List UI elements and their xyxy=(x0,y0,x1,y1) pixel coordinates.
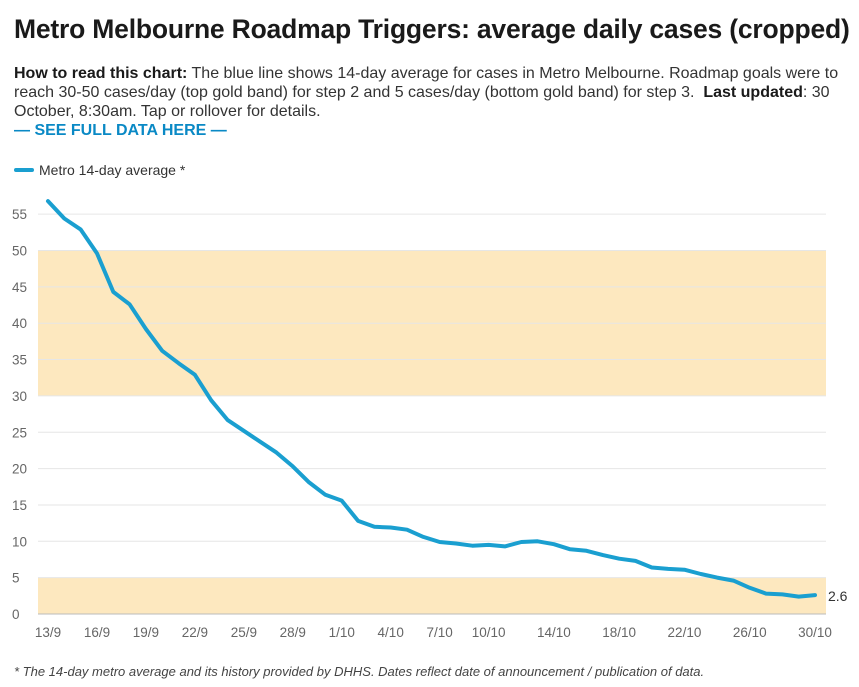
y-tick-label-40: 40 xyxy=(12,316,27,331)
data-point-39[interactable] xyxy=(680,566,688,574)
data-point-41[interactable] xyxy=(713,574,721,582)
footnote: * The 14-day metro average and its histo… xyxy=(14,664,705,679)
data-point-27[interactable] xyxy=(485,541,493,549)
data-point-16[interactable] xyxy=(305,478,313,486)
data-point-25[interactable] xyxy=(452,539,460,547)
data-point-4[interactable] xyxy=(109,288,117,296)
data-point-31[interactable] xyxy=(550,540,558,548)
chart-title: Metro Melbourne Roadmap Triggers: averag… xyxy=(14,14,850,44)
x-tick-label-28-9: 28/9 xyxy=(280,625,306,640)
data-point-18[interactable] xyxy=(338,497,346,505)
data-point-37[interactable] xyxy=(648,563,656,571)
x-tick-label-13-9: 13/9 xyxy=(35,625,61,640)
x-tick-label-18-10: 18/10 xyxy=(602,625,636,640)
data-point-17[interactable] xyxy=(321,491,329,499)
y-tick-label-15: 15 xyxy=(12,498,27,513)
data-point-29[interactable] xyxy=(517,538,525,546)
data-point-33[interactable] xyxy=(583,547,591,555)
x-tick-label-25-9: 25/9 xyxy=(231,625,257,640)
data-point-38[interactable] xyxy=(664,565,672,573)
data-point-34[interactable] xyxy=(599,551,607,559)
data-point-9[interactable] xyxy=(191,371,199,379)
see-full-data-link[interactable]: — SEE FULL DATA HERE — xyxy=(14,122,227,139)
goal-band-2 xyxy=(38,577,826,614)
x-tick-label-4-10: 4/10 xyxy=(378,625,404,640)
data-point-47[interactable] xyxy=(811,591,819,599)
data-point-22[interactable] xyxy=(403,526,411,534)
data-point-2[interactable] xyxy=(77,225,85,233)
legend-label-metro-average: Metro 14-day average * xyxy=(39,162,186,178)
x-tick-label-7-10: 7/10 xyxy=(427,625,453,640)
data-point-30[interactable] xyxy=(534,537,542,545)
y-tick-label-50: 50 xyxy=(12,244,27,259)
end-value-label: 2.6 xyxy=(828,588,848,604)
data-point-35[interactable] xyxy=(615,555,623,563)
data-point-20[interactable] xyxy=(370,523,378,531)
data-point-28[interactable] xyxy=(501,542,509,550)
y-tick-label-0: 0 xyxy=(12,607,20,622)
data-point-42[interactable] xyxy=(729,577,737,585)
data-point-1[interactable] xyxy=(60,215,68,223)
last-updated-text: : 30 October, 8:30am. Tap or rollover fo… xyxy=(14,84,830,120)
y-tick-label-55: 55 xyxy=(12,207,27,222)
y-tick-label-25: 25 xyxy=(12,425,27,440)
how-to-read-text: The blue line shows 14-day average for c… xyxy=(14,65,839,101)
x-tick-label-26-10: 26/10 xyxy=(733,625,767,640)
x-tick-label-30-10: 30/10 xyxy=(798,625,832,640)
x-tick-label-16-9: 16/9 xyxy=(84,625,110,640)
data-point-23[interactable] xyxy=(419,533,427,541)
x-tick-label-19-9: 19/9 xyxy=(133,625,159,640)
data-point-43[interactable] xyxy=(746,584,754,592)
data-point-7[interactable] xyxy=(158,347,166,355)
data-point-0[interactable] xyxy=(44,197,52,205)
data-point-14[interactable] xyxy=(272,449,280,457)
data-point-24[interactable] xyxy=(436,538,444,546)
x-tick-label-10-10: 10/10 xyxy=(472,625,506,640)
data-point-44[interactable] xyxy=(762,590,770,598)
x-tick-label-14-10: 14/10 xyxy=(537,625,571,640)
data-point-26[interactable] xyxy=(468,542,476,550)
data-point-5[interactable] xyxy=(126,300,134,308)
how-to-read-label: How to read this chart: xyxy=(14,65,188,82)
data-point-13[interactable] xyxy=(256,438,264,446)
data-point-11[interactable] xyxy=(224,416,232,424)
data-point-8[interactable] xyxy=(175,359,183,367)
y-tick-label-45: 45 xyxy=(12,280,27,295)
data-point-21[interactable] xyxy=(387,523,395,531)
data-point-46[interactable] xyxy=(795,593,803,601)
data-point-40[interactable] xyxy=(697,570,705,578)
series-line-metro-14-day-average[interactable] xyxy=(46,199,817,599)
data-point-6[interactable] xyxy=(142,325,150,333)
x-tick-label-22-10: 22/10 xyxy=(668,625,702,640)
data-point-19[interactable] xyxy=(354,517,362,525)
data-point-32[interactable] xyxy=(566,545,574,553)
x-tick-label-22-9: 22/9 xyxy=(182,625,208,640)
data-point-15[interactable] xyxy=(289,462,297,470)
y-tick-label-20: 20 xyxy=(12,462,27,477)
chart-description: How to read this chart: The blue line sh… xyxy=(14,64,844,140)
legend-swatch-metro-average xyxy=(14,168,34,172)
y-tick-label-10: 10 xyxy=(12,534,27,549)
data-point-10[interactable] xyxy=(207,396,215,404)
data-point-45[interactable] xyxy=(778,590,786,598)
chart-legend: Metro 14-day average * xyxy=(14,162,185,178)
data-point-12[interactable] xyxy=(240,427,248,435)
data-point-36[interactable] xyxy=(631,557,639,565)
data-point-3[interactable] xyxy=(93,249,101,257)
y-tick-label-30: 30 xyxy=(12,389,27,404)
x-tick-label-1-10: 1/10 xyxy=(329,625,355,640)
y-tick-label-35: 35 xyxy=(12,353,27,368)
y-tick-label-5: 5 xyxy=(12,571,20,586)
last-updated-label: Last updated xyxy=(703,84,803,101)
